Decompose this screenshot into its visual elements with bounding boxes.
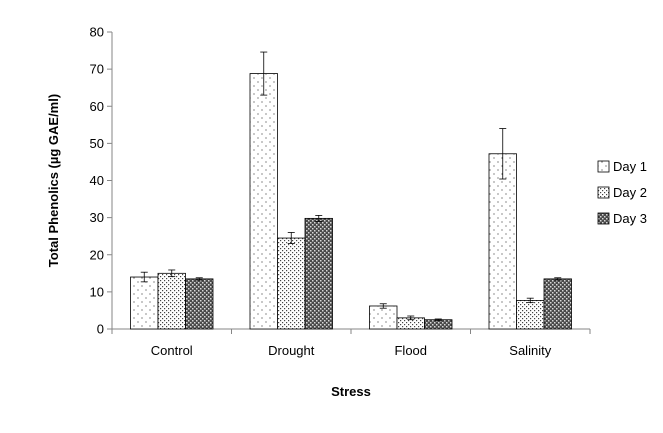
legend-swatch	[597, 212, 610, 225]
y-tick-label: 10	[90, 284, 104, 299]
x-tick-label-control: Control	[151, 343, 193, 358]
y-tick-label: 0	[97, 322, 104, 337]
x-axis-title: Stress	[331, 384, 371, 399]
bar-salinity-day-3	[543, 278, 572, 330]
y-axis: 0 10 20 30 40 50 60 70 80	[90, 25, 113, 337]
x-axis: Control Drought Flood Salinity	[111, 328, 591, 358]
x-tick-label-drought: Drought	[268, 343, 315, 358]
y-tick-label: 30	[90, 210, 104, 225]
y-tick-label: 70	[90, 62, 104, 77]
legend-item-day-3: Day 3	[597, 211, 647, 226]
bar-drought-day-1	[249, 73, 278, 330]
bar-flood-day-3	[424, 319, 453, 330]
error-bars	[140, 51, 562, 321]
error-bar-flood-day-2	[407, 315, 415, 321]
bar-drought-day-3	[304, 217, 333, 330]
y-tick-label: 60	[90, 99, 104, 114]
legend-label: Day 2	[613, 185, 647, 200]
bar-control-day-3	[185, 278, 214, 330]
legend-swatch	[597, 186, 610, 199]
bar-control-day-1	[130, 276, 159, 330]
bar-flood-day-1	[369, 305, 398, 330]
x-tick-label-flood: Flood	[394, 343, 427, 358]
legend-item-day-2: Day 2	[597, 185, 647, 200]
y-axis-title: Total Phenolics (µg GAE/ml)	[46, 94, 61, 267]
y-tick-label: 20	[90, 247, 104, 262]
error-bar-control-day-3	[195, 277, 203, 281]
error-bar-control-day-1	[140, 271, 148, 283]
error-bar-salinity-day-2	[526, 297, 534, 304]
legend-label: Day 1	[613, 159, 647, 174]
bar-control-day-2	[157, 272, 186, 330]
y-tick-label: 50	[90, 136, 104, 151]
error-bar-drought-day-1	[260, 51, 268, 96]
error-bar-drought-day-3	[315, 214, 323, 222]
x-tick-label-salinity: Salinity	[509, 343, 551, 358]
error-bar-salinity-day-3	[554, 277, 562, 281]
legend-item-day-1: Day 1	[597, 159, 647, 174]
legend-label: Day 3	[613, 211, 647, 226]
error-bar-control-day-2	[168, 269, 176, 278]
bar-drought-day-2	[277, 237, 306, 330]
y-tick-label: 80	[90, 25, 104, 40]
error-bar-flood-day-3	[434, 318, 442, 321]
legend-swatch	[597, 160, 610, 173]
bars	[130, 73, 572, 330]
error-bar-drought-day-2	[287, 232, 295, 245]
error-bar-flood-day-1	[379, 303, 387, 309]
bar-salinity-day-1	[488, 153, 517, 330]
legend: Day 1 Day 2 Day 3	[597, 159, 647, 226]
y-tick-label: 40	[90, 173, 104, 188]
bar-salinity-day-2	[516, 300, 545, 330]
error-bar-salinity-day-1	[499, 128, 507, 180]
